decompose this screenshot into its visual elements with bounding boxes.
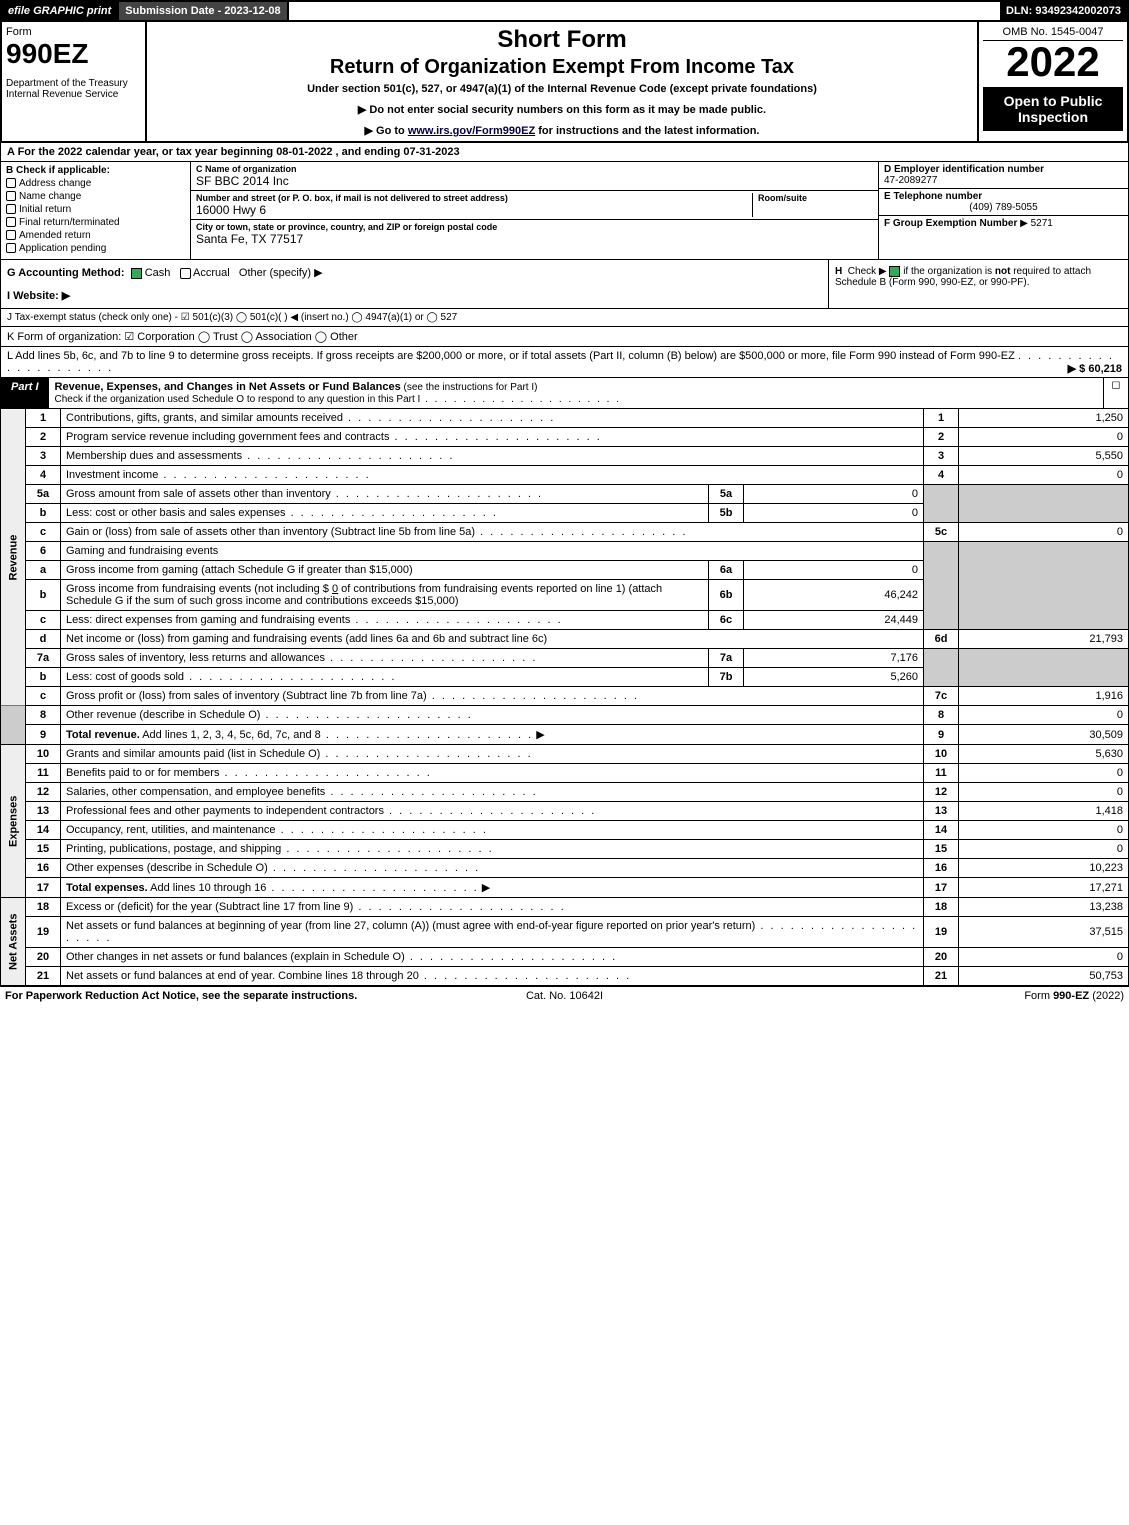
line-5c: cGain or (loss) from sale of assets othe… [1, 523, 1129, 542]
line-12: 12Salaries, other compensation, and empl… [1, 783, 1129, 802]
subtitle: Under section 501(c), 527, or 4947(a)(1)… [155, 83, 969, 95]
sched-b-checkbox[interactable] [889, 266, 900, 277]
line-19: 19Net assets or fund balances at beginni… [1, 917, 1129, 948]
phone-value: (409) 789-5055 [884, 202, 1123, 213]
open-to-public: Open to Public Inspection [983, 87, 1123, 131]
opt-address-change[interactable]: Address change [6, 178, 185, 189]
row-a: A For the 2022 calendar year, or tax yea… [0, 143, 1129, 162]
part-i-checkbox[interactable]: ◻ [1103, 378, 1128, 408]
line-9: 9Total revenue. Total revenue. Add lines… [1, 725, 1129, 745]
accrual-checkbox[interactable] [180, 268, 191, 279]
line-1: Revenue 1 Contributions, gifts, grants, … [1, 409, 1129, 428]
part-i-tab: Part I [1, 378, 49, 408]
city-label: City or town, state or province, country… [196, 222, 873, 232]
box-b: B Check if applicable: Address change Na… [1, 162, 191, 259]
title-short-form: Short Form [155, 26, 969, 54]
line-11: 11Benefits paid to or for members110 [1, 764, 1129, 783]
footer-center: Cat. No. 10642I [378, 990, 751, 1002]
tax-year: 2022 [983, 41, 1123, 83]
submission-date: Submission Date - 2023-12-08 [119, 2, 288, 20]
opt-final-return[interactable]: Final return/terminated [6, 217, 185, 228]
header-left: Form 990EZ Department of the Treasury In… [2, 22, 147, 141]
section-bc: B Check if applicable: Address change Na… [0, 162, 1129, 260]
line-8: 8Other revenue (describe in Schedule O)8… [1, 706, 1129, 725]
cash-checkbox[interactable] [131, 268, 142, 279]
box-c: C Name of organization SF BBC 2014 Inc N… [191, 162, 878, 259]
title-return: Return of Organization Exempt From Incom… [155, 56, 969, 79]
opt-amended[interactable]: Amended return [6, 230, 185, 241]
org-city: Santa Fe, TX 77517 [196, 232, 873, 246]
opt-name-change[interactable]: Name change [6, 191, 185, 202]
footer-left: For Paperwork Reduction Act Notice, see … [5, 990, 378, 1002]
dln: DLN: 93492342002073 [1000, 2, 1127, 20]
group-exempt-value: ▶ 5271 [1020, 218, 1053, 229]
line-6d: dNet income or (loss) from gaming and fu… [1, 630, 1129, 649]
header-right: OMB No. 1545-0047 2022 Open to Public In… [977, 22, 1127, 141]
line-17: 17Total expenses. Add lines 10 through 1… [1, 878, 1129, 898]
part-i-title: Revenue, Expenses, and Changes in Net As… [49, 378, 1103, 408]
ein-label: D Employer identification number [884, 164, 1123, 175]
line-14: 14Occupancy, rent, utilities, and mainte… [1, 821, 1129, 840]
opt-initial-return[interactable]: Initial return [6, 204, 185, 215]
line-7c: cGross profit or (loss) from sales of in… [1, 687, 1129, 706]
form-header: Form 990EZ Department of the Treasury In… [0, 20, 1129, 143]
line-6: 6Gaming and fundraising events [1, 542, 1129, 561]
line-21: 21Net assets or fund balances at end of … [1, 967, 1129, 986]
ein-value: 47-2089277 [884, 175, 1123, 186]
line-18: Net Assets 18Excess or (deficit) for the… [1, 898, 1129, 917]
line-10: Expenses 10Grants and similar amounts pa… [1, 745, 1129, 764]
line-2: 2Program service revenue including gover… [1, 428, 1129, 447]
opt-pending[interactable]: Application pending [6, 243, 185, 254]
room-label: Room/suite [758, 193, 873, 203]
top-bar: efile GRAPHIC print Submission Date - 20… [0, 0, 1129, 20]
row-j: J Tax-exempt status (check only one) - ☑… [0, 309, 1129, 327]
line-5a: 5aGross amount from sale of assets other… [1, 485, 1129, 504]
name-label: C Name of organization [196, 164, 873, 174]
row-gh: G Accounting Method: Cash Accrual Other … [0, 260, 1129, 309]
line-15: 15Printing, publications, postage, and s… [1, 840, 1129, 859]
line-20: 20Other changes in net assets or fund ba… [1, 948, 1129, 967]
department: Department of the Treasury Internal Reve… [6, 78, 141, 100]
header-center: Short Form Return of Organization Exempt… [147, 22, 977, 141]
netassets-side-label: Net Assets [1, 898, 26, 986]
box-b-header: B Check if applicable: [6, 165, 185, 176]
line-13: 13Professional fees and other payments t… [1, 802, 1129, 821]
part-i-header: Part I Revenue, Expenses, and Changes in… [0, 378, 1129, 409]
form-word: Form [6, 26, 141, 38]
org-address: 16000 Hwy 6 [196, 203, 747, 217]
box-def: D Employer identification number 47-2089… [878, 162, 1128, 259]
note-link: ▶ Go to www.irs.gov/Form990EZ for instru… [155, 124, 969, 137]
irs-link[interactable]: www.irs.gov/Form990EZ [408, 125, 535, 137]
footer: For Paperwork Reduction Act Notice, see … [0, 986, 1129, 1005]
revenue-side-label: Revenue [1, 409, 26, 706]
expenses-side-label: Expenses [1, 745, 26, 898]
phone-label: E Telephone number [884, 191, 1123, 202]
addr-label: Number and street (or P. O. box, if mail… [196, 193, 747, 203]
line-4: 4Investment income40 [1, 466, 1129, 485]
row-h: H Check ▶ if the organization is not req… [828, 260, 1128, 308]
line-7a: 7aGross sales of inventory, less returns… [1, 649, 1129, 668]
line-3: 3Membership dues and assessments35,550 [1, 447, 1129, 466]
org-name: SF BBC 2014 Inc [196, 174, 873, 188]
line-16: 16Other expenses (describe in Schedule O… [1, 859, 1129, 878]
row-k: K Form of organization: ☑ Corporation ◯ … [0, 327, 1129, 347]
group-exempt-label: F Group Exemption Number [884, 218, 1017, 229]
form-number: 990EZ [6, 38, 141, 70]
note-ssn: ▶ Do not enter social security numbers o… [155, 103, 969, 116]
row-i: I Website: ▶ [7, 290, 70, 302]
lines-table: Revenue 1 Contributions, gifts, grants, … [0, 409, 1129, 986]
row-l: L Add lines 5b, 6c, and 7b to line 9 to … [0, 347, 1129, 378]
footer-right: Form 990-EZ (2022) [751, 990, 1124, 1002]
row-g: G Accounting Method: Cash Accrual Other … [1, 260, 828, 308]
efile-label[interactable]: efile GRAPHIC print [2, 2, 119, 20]
